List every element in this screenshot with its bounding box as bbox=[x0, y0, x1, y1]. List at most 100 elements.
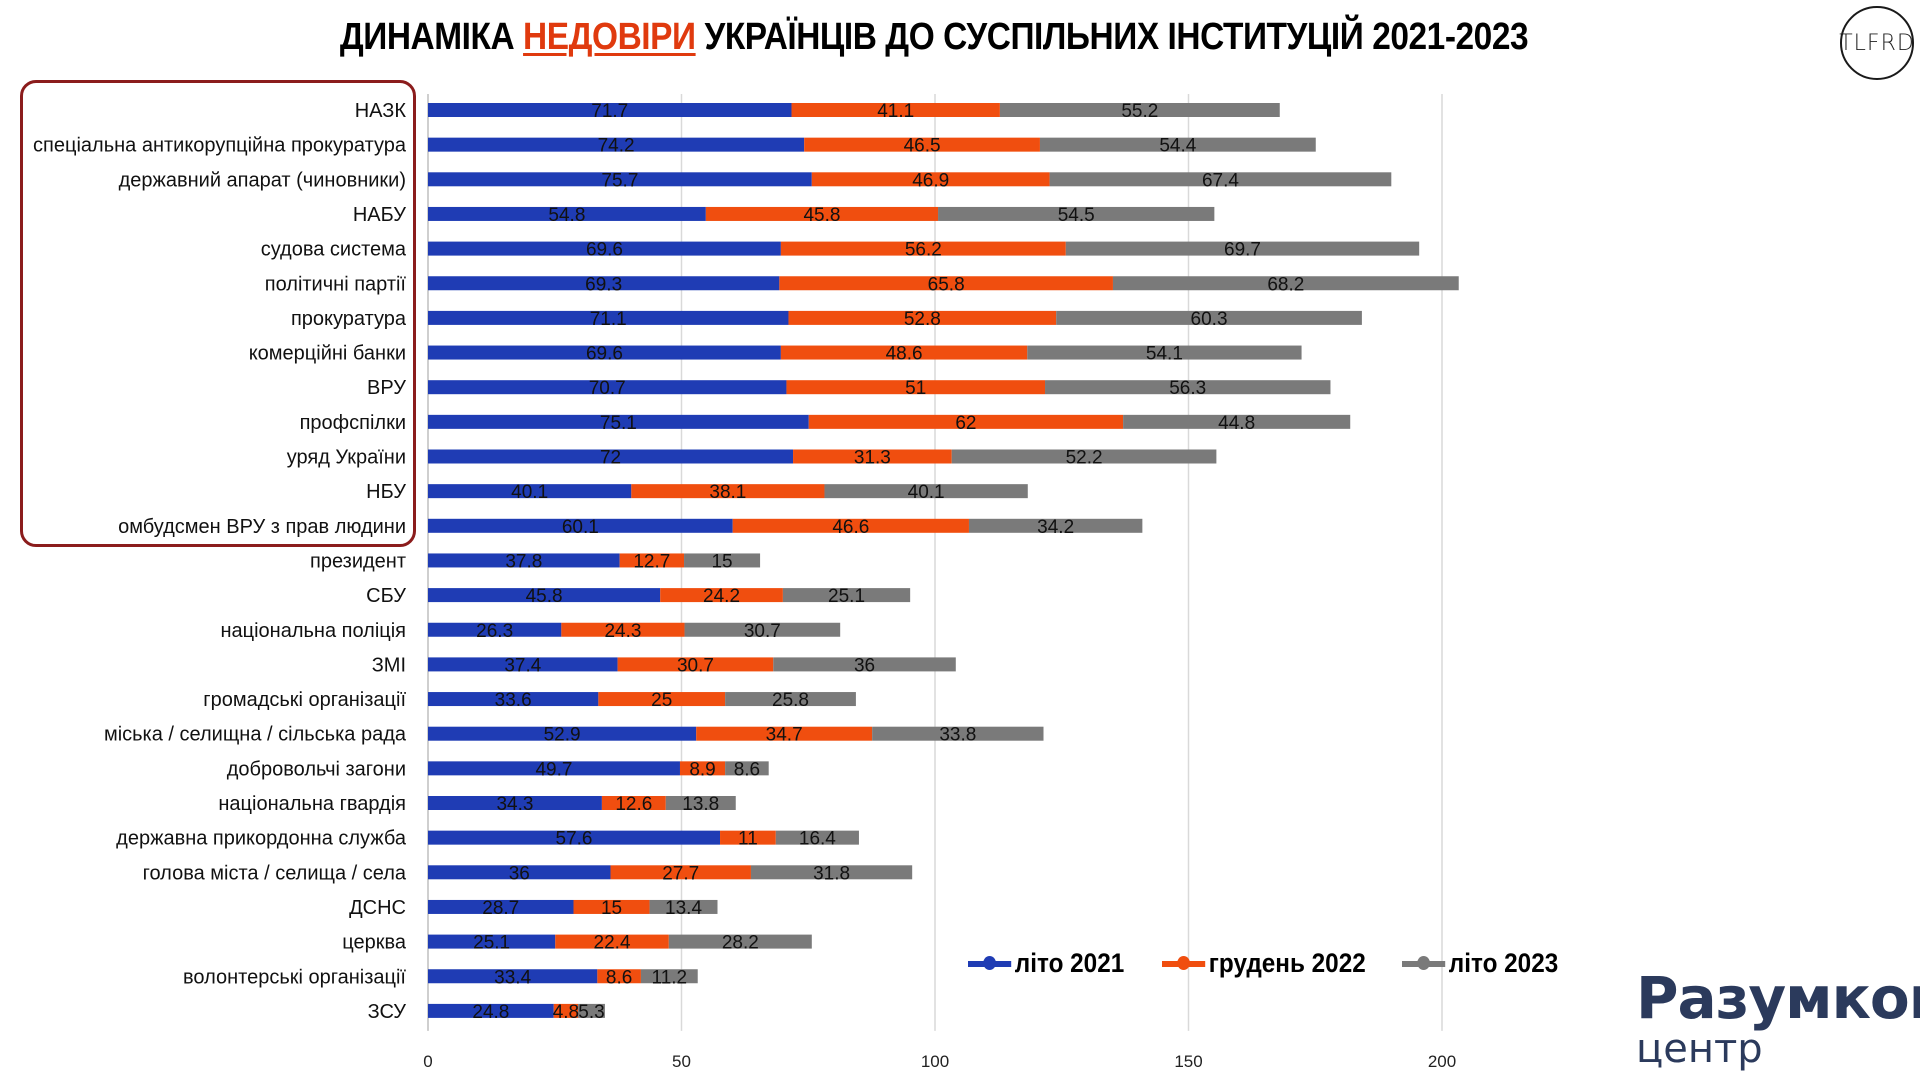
bar-segment bbox=[428, 622, 562, 637]
bar-segment bbox=[428, 380, 787, 395]
legend-label-2021: літо 2021 bbox=[1014, 948, 1125, 978]
highlight-box bbox=[20, 80, 416, 547]
data-label: 11 bbox=[738, 829, 758, 850]
bar-segment bbox=[428, 310, 789, 325]
data-label: 28.2 bbox=[722, 933, 759, 954]
data-label: 25 bbox=[651, 690, 672, 711]
category-labels: НАЗК спеціальна антикорупційна прокуратур… bbox=[33, 100, 407, 1023]
data-label: 52.2 bbox=[1066, 448, 1103, 469]
legend-item-2021: літо 2021 bbox=[968, 948, 1124, 979]
bar-segment bbox=[428, 692, 599, 707]
bar-segment bbox=[811, 172, 1050, 187]
data-label: 33.4 bbox=[494, 967, 531, 988]
category-label: волонтерські організації bbox=[183, 966, 406, 988]
bar-segment bbox=[793, 449, 952, 464]
data-label: 12.7 bbox=[633, 551, 670, 572]
bar-segment bbox=[684, 553, 761, 568]
bar-segment bbox=[1027, 345, 1302, 360]
bar-segment bbox=[428, 1003, 554, 1018]
bar-segment bbox=[428, 103, 792, 117]
bar-segment bbox=[598, 692, 726, 707]
x-tick-label: 200 bbox=[1428, 1052, 1456, 1071]
bar-segment bbox=[684, 622, 841, 637]
legend-item-2023: літо 2023 bbox=[1402, 948, 1558, 979]
data-label: 45.8 bbox=[526, 586, 563, 607]
bar-segment bbox=[1123, 414, 1351, 429]
bar-segment bbox=[951, 449, 1217, 464]
bar-segment bbox=[610, 865, 751, 880]
bar-segment bbox=[619, 553, 685, 568]
data-label: 62 bbox=[955, 413, 976, 434]
bar-segment bbox=[428, 934, 556, 949]
data-label: 8.9 bbox=[689, 759, 715, 780]
data-label: 24.3 bbox=[604, 621, 641, 642]
bar-segment bbox=[791, 103, 1000, 117]
data-label: 25.1 bbox=[828, 586, 865, 607]
data-label: 28.7 bbox=[482, 898, 519, 919]
category-label: церква bbox=[342, 932, 407, 954]
data-label: 8.6 bbox=[734, 759, 760, 780]
data-label: 46.5 bbox=[904, 136, 941, 157]
category-label: уряд України bbox=[287, 447, 406, 469]
labels-layer: 71.7 41.1 55.2 74.2 46.5 54.4 75.7 46.9 67.4 54.8… bbox=[472, 101, 1304, 1023]
legend-marker-2021 bbox=[968, 955, 1012, 970]
bar-segment bbox=[553, 1003, 579, 1018]
bar-segment bbox=[428, 761, 680, 776]
data-label: 52.8 bbox=[904, 309, 941, 330]
bar-segment bbox=[665, 796, 736, 810]
data-label: 54.8 bbox=[548, 205, 585, 226]
data-label: 27.7 bbox=[662, 863, 699, 884]
bar-segment bbox=[428, 414, 809, 429]
bar-segment bbox=[428, 345, 781, 360]
category-label: громадські організації bbox=[203, 689, 406, 711]
data-label: 54.4 bbox=[1159, 136, 1196, 157]
data-label: 12.6 bbox=[615, 794, 652, 815]
razumkov-logo-line1: Разумков bbox=[1636, 964, 1920, 1032]
data-label: 33.8 bbox=[939, 725, 976, 746]
data-label: 36 bbox=[509, 863, 530, 884]
page-title: ДИНАМІКА НЕДОВІРИ УКРАЇНЦІВ ДО СУСПІЛЬНИ… bbox=[112, 16, 1756, 59]
x-tick-label: 100 bbox=[921, 1052, 949, 1071]
razumkov-logo: Разумков центр bbox=[1636, 968, 1920, 1070]
data-label: 26.3 bbox=[476, 621, 513, 642]
category-label: прокуратура bbox=[291, 308, 407, 330]
bar-segment bbox=[775, 830, 859, 845]
bar-segment bbox=[1065, 241, 1420, 256]
x-tick-label: 50 bbox=[672, 1052, 691, 1071]
bar-segment bbox=[696, 726, 873, 741]
bar-segment bbox=[788, 310, 1057, 325]
title-highlight: НЕДОВІРИ bbox=[523, 16, 696, 58]
bar-segment bbox=[780, 241, 1066, 256]
category-label: національна поліція bbox=[220, 620, 406, 642]
category-label: президент bbox=[310, 550, 406, 572]
data-label: 71.1 bbox=[590, 309, 627, 330]
data-label: 70.7 bbox=[589, 378, 626, 399]
bar-segment bbox=[1056, 310, 1362, 325]
data-label: 54.5 bbox=[1058, 205, 1095, 226]
bar-segment bbox=[705, 206, 939, 221]
bar-segment bbox=[1049, 172, 1392, 187]
category-label: політичні партії bbox=[265, 273, 407, 295]
data-label: 44.8 bbox=[1218, 413, 1255, 434]
data-label: 41.1 bbox=[877, 101, 914, 122]
data-label: 5.3 bbox=[578, 1002, 604, 1023]
data-label: 56.2 bbox=[905, 240, 942, 261]
data-label: 13.8 bbox=[682, 794, 719, 815]
data-label: 54.1 bbox=[1146, 344, 1183, 365]
tlfrd-logo: TLFRD bbox=[1839, 6, 1914, 80]
bar-segment bbox=[968, 518, 1143, 533]
bar-segment bbox=[428, 276, 780, 291]
bar-segment bbox=[782, 588, 911, 603]
category-label: омбудсмен ВРУ з прав людини bbox=[118, 516, 406, 538]
data-label: 25.8 bbox=[772, 690, 809, 711]
bar-segment bbox=[561, 622, 685, 637]
data-label: 15 bbox=[711, 551, 732, 572]
category-label: добровольчі загони bbox=[227, 758, 406, 780]
bar-segment bbox=[428, 241, 781, 256]
bar-segment bbox=[999, 103, 1280, 117]
data-label: 11.2 bbox=[652, 967, 688, 988]
category-label: державна прикордонна служба bbox=[116, 828, 407, 850]
bar-segment bbox=[428, 830, 721, 845]
data-label: 55.2 bbox=[1121, 101, 1158, 122]
category-label: ДСНС bbox=[349, 897, 406, 919]
